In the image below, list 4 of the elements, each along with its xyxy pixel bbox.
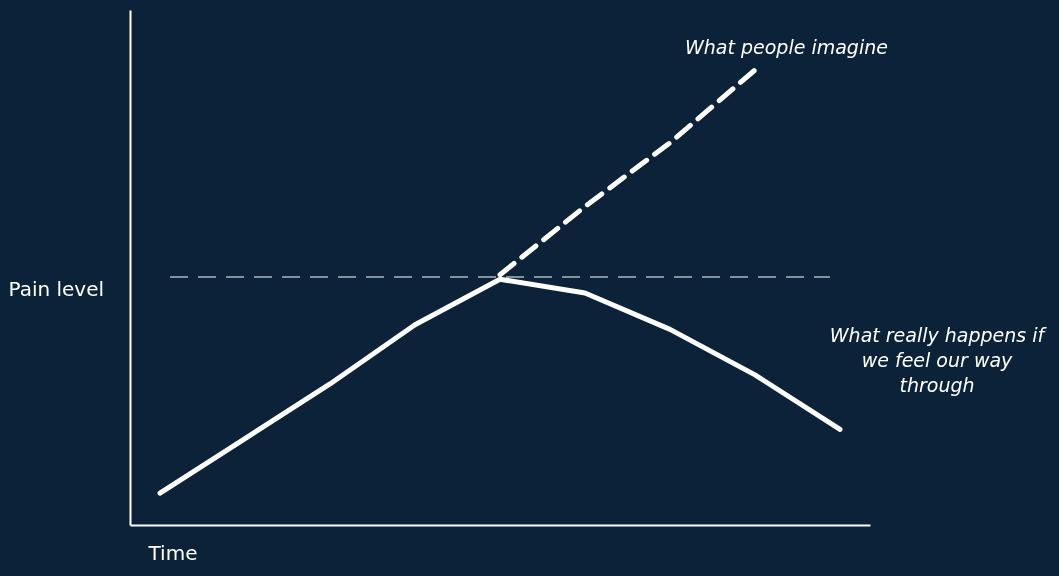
- y-axis-title: Pain level: [8, 276, 105, 301]
- text: What people imagine: [685, 36, 888, 58]
- series-label: What really happens if we feel our way through: [829, 324, 1048, 397]
- x-axis-title: Time: [147, 540, 198, 565]
